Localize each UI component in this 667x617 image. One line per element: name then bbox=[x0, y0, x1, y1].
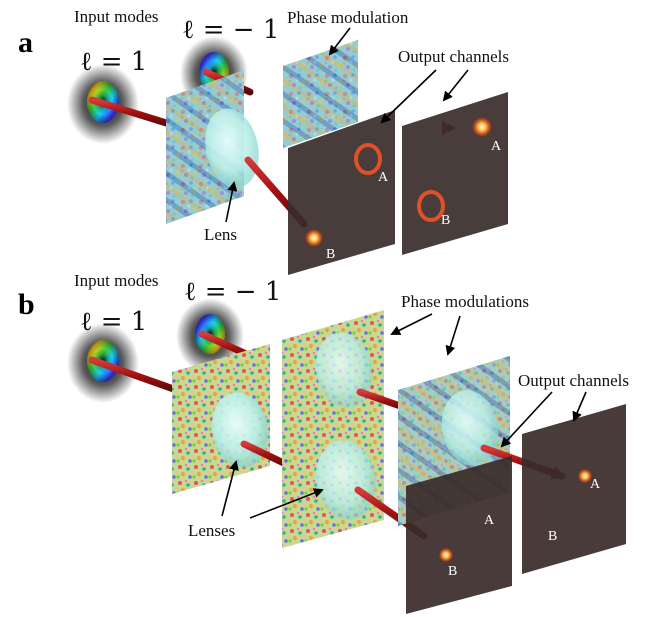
panel-b: b Input modes ℓ = 1 ℓ = − 1 Phase modula… bbox=[18, 271, 629, 614]
channel-a-label-1: A bbox=[378, 170, 389, 185]
beam-a-1 bbox=[88, 96, 180, 130]
output-screen-b-2 bbox=[522, 404, 626, 574]
ring-a-2 bbox=[417, 190, 445, 222]
lenses-b-arrow-2 bbox=[249, 488, 324, 519]
channel-a-label-2: A bbox=[491, 139, 502, 154]
panel-a-letter: a bbox=[18, 26, 33, 59]
output-a-arrow-1 bbox=[380, 69, 437, 124]
output-screen-b-1 bbox=[406, 456, 512, 614]
channel-b-a-label-1: A bbox=[484, 513, 495, 528]
panel-b-letter: b bbox=[18, 288, 35, 321]
beam-b-1 bbox=[88, 356, 186, 396]
spot-b-b1 bbox=[438, 547, 454, 563]
spot-b-a2 bbox=[577, 468, 593, 484]
lens-b-2 bbox=[315, 332, 373, 408]
output-a-arrow-2 bbox=[442, 69, 469, 102]
panel-a-mode-minus-label: ℓ = − 1 bbox=[182, 15, 279, 45]
lens-a-arrow bbox=[225, 181, 238, 223]
lens-b-3 bbox=[315, 440, 377, 520]
spot-a-b1 bbox=[304, 228, 324, 248]
panel-a-input-modes-label: Input modes bbox=[74, 7, 159, 26]
channel-b-b-label-1: B bbox=[448, 564, 457, 579]
output-b-arrow-1 bbox=[500, 391, 553, 448]
lenses-b-arrow-1 bbox=[221, 460, 239, 517]
output-b-arrow-2 bbox=[572, 391, 587, 422]
lens-a bbox=[205, 108, 259, 188]
panel-b-phase-label: Phase modulations bbox=[401, 292, 529, 311]
ring-a-1 bbox=[354, 143, 382, 175]
panel-a-lens-label: Lens bbox=[204, 225, 237, 244]
panel-b-lens-label: Lenses bbox=[188, 521, 235, 540]
channel-b-a-label-2: A bbox=[590, 477, 601, 492]
channel-b-b-label-2: B bbox=[548, 529, 557, 544]
panel-a-output-label: Output channels bbox=[398, 47, 509, 66]
panel-a: a Input modes ℓ = 1 ℓ = − 1 Phase modula… bbox=[18, 7, 509, 275]
channel-b-label-1: B bbox=[326, 247, 335, 262]
spot-a-a2 bbox=[471, 116, 493, 138]
panel-b-input-modes-label: Input modes bbox=[74, 271, 159, 290]
panel-b-output-label: Output channels bbox=[518, 371, 629, 390]
phase-b-arrow-2 bbox=[445, 315, 461, 356]
phase-a-arrow bbox=[328, 27, 351, 56]
output-screen-a-2 bbox=[402, 92, 508, 255]
phase-b-arrow-1 bbox=[390, 313, 433, 335]
panel-a-phase-label: Phase modulation bbox=[287, 8, 409, 27]
channel-b-label-2: B bbox=[441, 213, 450, 228]
